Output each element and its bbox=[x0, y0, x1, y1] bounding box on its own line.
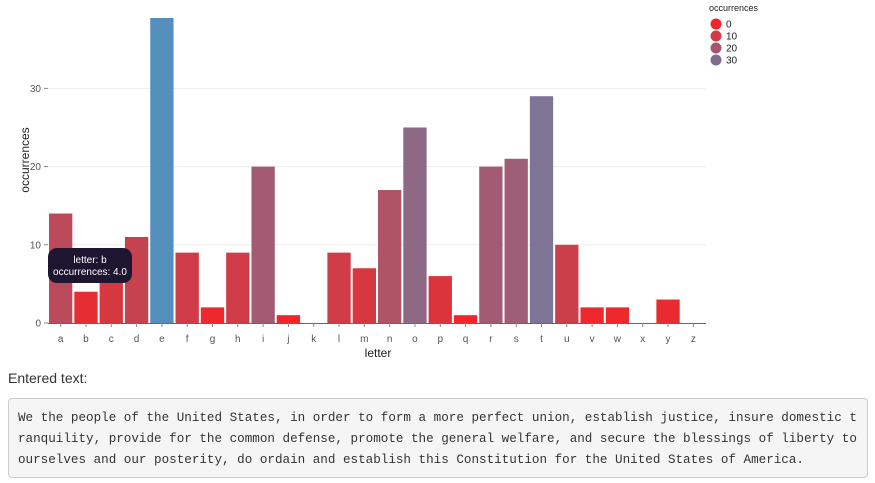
bar-s[interactable] bbox=[504, 158, 528, 323]
y-axis-title: occurrences bbox=[18, 127, 32, 192]
bar-g[interactable] bbox=[200, 307, 225, 323]
chart-bars bbox=[49, 18, 680, 323]
x-tick-label: g bbox=[210, 334, 216, 345]
x-tick-label: f bbox=[186, 334, 189, 345]
bar-j[interactable] bbox=[276, 315, 301, 323]
x-tick-label: w bbox=[613, 334, 622, 345]
entered-text-label: Entered text: bbox=[8, 370, 88, 386]
bar-i[interactable] bbox=[251, 166, 275, 323]
x-tick-labels: a b c d e f g h i j k l m n o p q r s t u v w x y z bbox=[58, 323, 696, 345]
bar-t[interactable] bbox=[529, 96, 554, 323]
x-tick-label: j bbox=[286, 334, 289, 345]
bar-e[interactable] bbox=[150, 18, 174, 323]
x-tick-label: m bbox=[360, 334, 368, 345]
x-tick-label: c bbox=[109, 334, 114, 345]
legend-swatch bbox=[710, 18, 722, 30]
bar-v[interactable] bbox=[580, 307, 604, 323]
bar-y[interactable] bbox=[656, 299, 680, 323]
x-tick-label: i bbox=[262, 334, 264, 345]
y-tick-label: 30 bbox=[30, 84, 42, 95]
x-tick-label: q bbox=[463, 334, 469, 345]
y-tick-labels: 0 10 20 30 bbox=[30, 84, 42, 330]
x-tick-label: p bbox=[437, 334, 443, 345]
y-tick-label: 20 bbox=[30, 162, 42, 173]
x-tick-label: n bbox=[387, 334, 393, 345]
x-tick-label: r bbox=[489, 334, 493, 345]
tooltip-letter: letter: b bbox=[73, 255, 107, 266]
x-tick-label: b bbox=[83, 334, 89, 345]
bar-p[interactable] bbox=[428, 276, 452, 323]
legend-label: 20 bbox=[726, 44, 738, 55]
x-tick-label: v bbox=[590, 334, 595, 345]
x-tick-label: d bbox=[134, 334, 140, 345]
bar-u[interactable] bbox=[555, 244, 579, 323]
bar-m[interactable] bbox=[352, 268, 376, 323]
legend-swatch bbox=[710, 42, 722, 54]
x-tick-label: s bbox=[514, 334, 519, 345]
bar-f[interactable] bbox=[175, 252, 199, 323]
x-tick-label: h bbox=[235, 334, 241, 345]
x-tick-label: k bbox=[311, 334, 317, 345]
chart-tooltip: letter: b occurrences: 4.0 bbox=[48, 248, 132, 283]
bar-r[interactable] bbox=[479, 166, 503, 323]
bar-n[interactable] bbox=[378, 190, 402, 323]
legend-label: 10 bbox=[726, 32, 738, 43]
chart-gridlines bbox=[48, 87, 706, 246]
bar-w[interactable] bbox=[605, 307, 630, 323]
x-tick-label: t bbox=[540, 334, 543, 345]
x-tick-label: e bbox=[159, 334, 165, 345]
chart-axes bbox=[44, 87, 706, 324]
legend-title: occurrences bbox=[709, 3, 759, 13]
tooltip-occurrences: occurrences: 4.0 bbox=[53, 267, 127, 278]
legend-label: 0 bbox=[726, 20, 732, 31]
x-tick-label: z bbox=[691, 334, 696, 345]
legend-swatch bbox=[710, 54, 722, 66]
legend-label: 30 bbox=[726, 56, 738, 67]
y-tick-label: 10 bbox=[30, 240, 42, 251]
x-tick-label: o bbox=[412, 334, 418, 345]
x-tick-label: x bbox=[640, 334, 645, 345]
legend-swatch bbox=[710, 30, 722, 42]
bar-o[interactable] bbox=[403, 127, 427, 323]
x-tick-label: l bbox=[338, 334, 340, 345]
x-tick-label: u bbox=[564, 334, 570, 345]
bar-b[interactable] bbox=[74, 291, 98, 323]
x-tick-label: a bbox=[58, 334, 64, 345]
bar-l[interactable] bbox=[327, 252, 351, 323]
x-tick-label: y bbox=[666, 334, 671, 345]
entered-text-output: We the people of the United States, in o… bbox=[8, 398, 868, 478]
y-tick-label: 0 bbox=[35, 319, 41, 330]
bar-h[interactable] bbox=[226, 252, 250, 323]
x-axis-title: letter bbox=[365, 346, 392, 360]
bar-q[interactable] bbox=[453, 315, 478, 323]
